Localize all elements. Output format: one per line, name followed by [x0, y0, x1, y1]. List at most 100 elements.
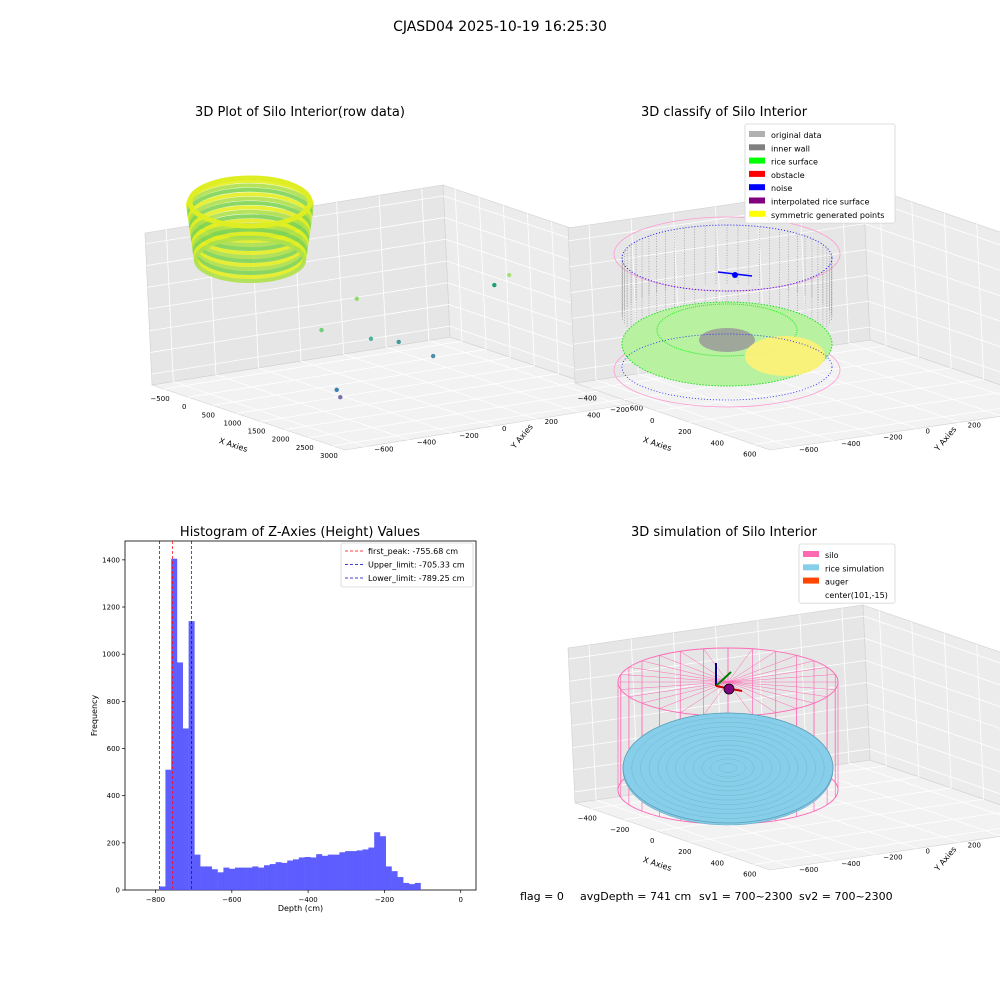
- hist-bar: [316, 854, 323, 890]
- hist-y-tick: 1200: [102, 604, 120, 612]
- sim-title: 3D simulation of Silo Interior: [631, 525, 818, 540]
- hist-bar: [356, 850, 363, 890]
- raw-grid: [258, 367, 452, 434]
- sim-auger-y: [715, 671, 732, 687]
- hist-legend-label: Upper_limit: -705.33 cm: [368, 561, 465, 570]
- sim-grid: [595, 799, 792, 868]
- classify-inner-wall: [621, 224, 833, 350]
- raw-grid: [148, 260, 447, 310]
- sim-grid: [863, 615, 1000, 664]
- hist-title: Histogram of Z-Axies (Height) Values: [180, 525, 420, 540]
- hist-bar: [391, 871, 398, 890]
- raw-outlier-point: [319, 327, 324, 333]
- sim-silo-spoke: [628, 681, 729, 697]
- sim-x-tick: −400: [578, 815, 597, 823]
- raw-x-tick: 0: [182, 403, 186, 411]
- hist-x-tick: −200: [375, 896, 394, 904]
- raw-x-tick: 1000: [224, 419, 242, 427]
- classify-grid: [866, 275, 1000, 322]
- raw-y-tick: 600: [630, 404, 643, 412]
- hist-bar: [281, 862, 288, 890]
- raw-outlier-point: [354, 296, 360, 301]
- hist-bar: [408, 884, 415, 890]
- hist-bar: [246, 867, 253, 890]
- raw-grid: [173, 381, 367, 447]
- sim-y-tick: 200: [968, 841, 981, 849]
- hist-bar: [252, 866, 259, 890]
- sim-silo-spoke: [727, 651, 776, 683]
- sim-legend-label: silo: [825, 551, 839, 560]
- hist-bar: [165, 769, 172, 890]
- sim-silo-spoke: [727, 681, 836, 690]
- hist-bar: [269, 864, 276, 890]
- raw-outlier-point: [334, 387, 339, 393]
- raw-y-label: Y Axies: [509, 422, 535, 451]
- hist-x-tick: −400: [299, 896, 318, 904]
- sim-silo-spoke: [620, 681, 729, 690]
- classify-symmetric-points: [745, 336, 825, 376]
- hist-y-tick: 200: [107, 839, 120, 847]
- sim-rice-mesh: [719, 763, 737, 773]
- hist-bar: [362, 849, 369, 890]
- raw-x-tick: 3000: [320, 452, 338, 460]
- sim-grid: [848, 762, 1000, 816]
- hist-bar: [235, 867, 242, 890]
- sim-silo-spoke: [727, 681, 828, 697]
- hist-bar: [310, 857, 317, 890]
- raw-y-tick: −600: [374, 446, 393, 454]
- sim-silo-spoke: [641, 681, 729, 704]
- classify-y-tick: 0: [926, 428, 930, 436]
- sim-grid: [569, 637, 865, 682]
- classify-grid: [943, 212, 952, 368]
- hist-x-tick: 0: [459, 896, 463, 904]
- raw-ring-top: [187, 175, 313, 229]
- hist-x-label: Depth (cm): [278, 904, 323, 913]
- raw-outliers: [319, 272, 512, 400]
- hist-bar: [188, 621, 195, 890]
- hist-bar: [258, 867, 265, 890]
- raw-outlier-point: [338, 395, 343, 400]
- hist-bar: [223, 867, 230, 890]
- hist-bar: [339, 852, 346, 890]
- hist-bar: [194, 854, 201, 890]
- panel-sim: 3D simulation of Silo Interior −400 −200 0…: [567, 525, 1000, 878]
- hist-bar: [397, 877, 404, 890]
- classify-grid: [864, 223, 1000, 271]
- hist-bar: [333, 854, 340, 890]
- hist-ref-lines: [159, 541, 192, 890]
- hist-bar: [368, 847, 375, 890]
- raw-grid: [149, 282, 448, 332]
- hist-bar: [385, 866, 392, 890]
- hist-x-tick: −800: [146, 896, 165, 904]
- classify-grid: [806, 348, 1000, 417]
- sim-legend-swatch: [803, 564, 819, 571]
- classify-noise-bottom: [621, 333, 833, 401]
- sim-grid: [867, 704, 1000, 751]
- classify-legend-swatch: [749, 170, 765, 177]
- raw-outlier-point: [492, 282, 497, 288]
- sim-rice-mesh: [692, 749, 764, 787]
- sim-x-label: X Axies: [642, 855, 673, 873]
- classify-legend-swatch: [749, 184, 765, 191]
- sim-silo-spoke: [727, 681, 815, 704]
- classify-legend-label: noise: [771, 184, 792, 193]
- hist-legend-label: Lower_limit: -789.25 cm: [368, 574, 465, 583]
- classify-legend-swatch: [749, 144, 765, 151]
- hist-y-tick: 400: [107, 792, 120, 800]
- classify-grid: [595, 379, 792, 448]
- hist-y-tick: 800: [107, 698, 120, 706]
- sim-legend-label: auger: [825, 578, 849, 587]
- hist-bar: [200, 866, 207, 890]
- hist-bar: [171, 558, 178, 890]
- sim-rice-mesh: [666, 735, 790, 801]
- sim-y-tick: 0: [926, 848, 930, 856]
- classify-title: 3D classify of Silo Interior: [641, 105, 808, 120]
- sim-x-tick: 200: [678, 848, 691, 856]
- classify-y-tick: 200: [968, 421, 981, 429]
- classify-grid: [869, 326, 1000, 373]
- hist-y-tick: 1000: [102, 651, 120, 659]
- hist-y-tick: 0: [116, 887, 120, 895]
- classify-legend-label: rice surface: [771, 158, 818, 167]
- figure-suptitle: CJASD04 2025-10-19 16:25:30: [393, 19, 607, 35]
